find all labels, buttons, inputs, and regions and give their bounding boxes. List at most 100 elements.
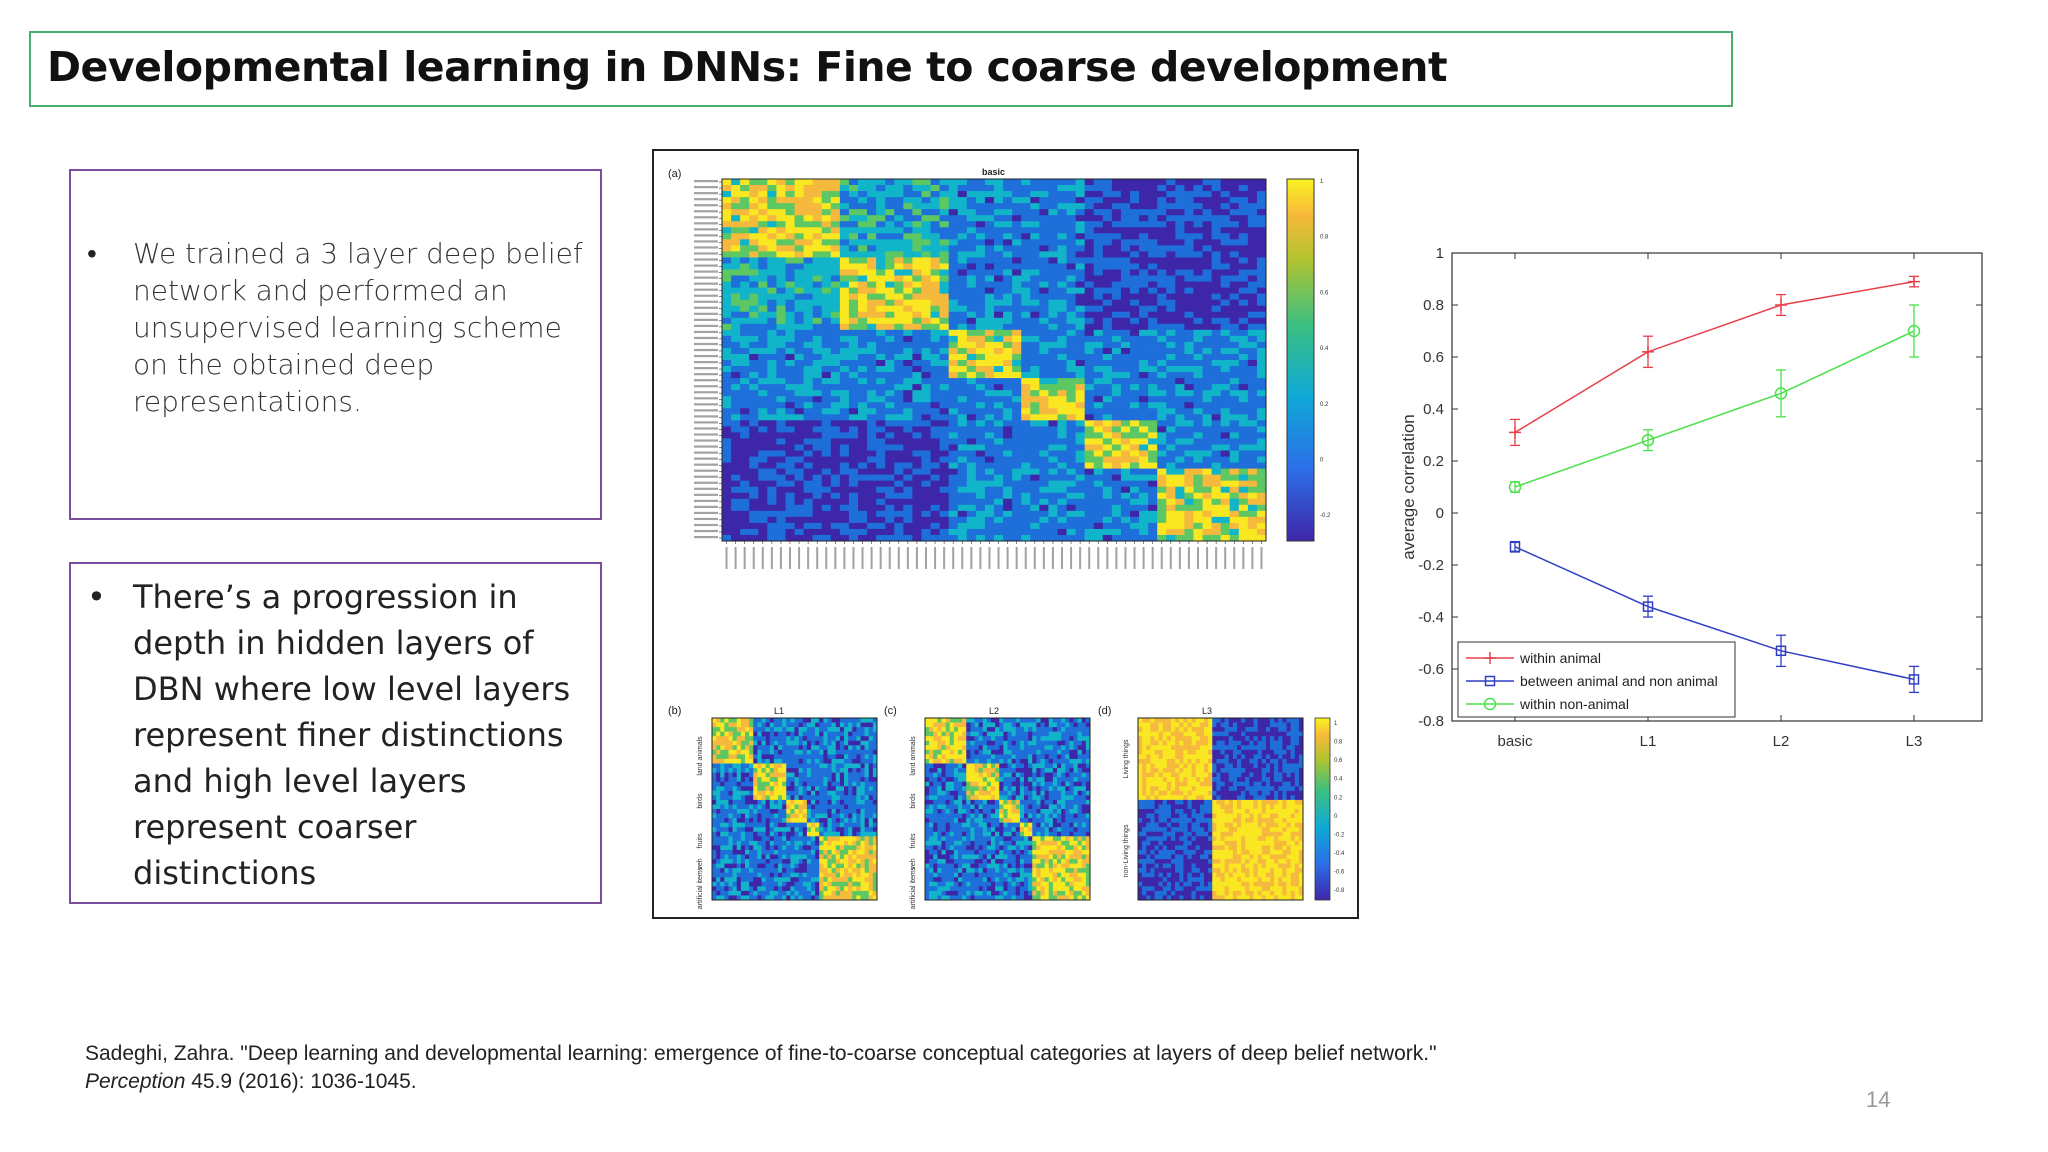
heatmap-cell [767,372,777,379]
heatmap-cell [1148,468,1158,476]
heatmap-cell [848,311,859,319]
heatmap-cell [912,516,922,524]
small-heatmap-cell [844,831,849,837]
heatmap-cell [1075,420,1086,427]
small-heatmap-cell [856,763,861,769]
heatmap-cell [994,498,1004,506]
heatmap-cell [876,450,886,457]
small-heatmap-cell [811,727,816,732]
heatmap-cell [1220,468,1231,476]
heatmap-cell [957,209,968,216]
heatmap-cell [948,275,959,282]
heatmap-cell [1238,504,1249,512]
bullet-box-1: • We trained a 3 layer deep belief netwo… [69,169,602,520]
heatmap-cell [1120,353,1131,361]
heatmap-cell [1093,480,1104,488]
small-heatmap-cell [798,781,804,787]
col-label-mark [934,547,937,569]
heatmap-cell [885,269,895,276]
heatmap-cell [803,281,814,288]
heatmap-cell [1148,474,1158,482]
heatmap-cell [749,498,759,506]
heatmap-cell [785,372,795,379]
small-heatmap-cell [745,813,750,819]
heatmap-cell [749,275,759,282]
heatmap-cell [1021,384,1031,391]
small-heatmap-cell [823,718,828,723]
heatmap-cell [1057,468,1067,476]
heatmap-cell [1066,432,1076,439]
heatmap-cell [1111,402,1122,409]
small-heatmap-cell [728,840,733,846]
heatmap-cell [1229,384,1240,391]
heatmap-cell [1202,456,1212,463]
heatmap-cell [1256,275,1267,282]
heatmap-cell [821,239,832,246]
heatmap-cell [1211,299,1222,307]
heatmap-cell [1220,408,1231,415]
heatmap-cell [984,528,995,536]
small-heatmap-cell [827,831,832,837]
heatmap-cell [830,468,841,476]
heatmap-cell [785,293,795,301]
heatmap-cell [1021,450,1031,457]
small-heatmap-cell [724,836,729,842]
heatmap-cell [1030,498,1040,506]
heatmap-cell [1175,233,1185,240]
heatmap-cell [1030,384,1040,391]
heatmap-cell [1247,528,1258,536]
heatmap-cell [1066,498,1076,506]
heatmap-cell [921,522,931,530]
heatmap-cell [821,251,832,258]
heatmap-cell [903,179,913,186]
heatmap-cell [1193,215,1203,222]
heatmap-cell [767,179,777,186]
heatmap-cell [858,474,868,482]
heatmap-cell [1247,510,1258,518]
heatmap-cell [1148,360,1158,367]
heatmap-cell [948,366,959,373]
heatmap-cell [1130,323,1140,331]
heatmap-cell [948,251,959,258]
small-heatmap-cell [798,718,804,723]
heatmap-cell [957,462,968,469]
heatmap-cell [740,534,750,542]
heatmap-cell [1193,408,1203,415]
heatmap-cell [785,444,795,451]
heatmap-cell [1238,329,1249,337]
heatmap-cell [812,275,823,282]
heatmap-cell [830,450,841,457]
heatmap-cell [912,209,922,216]
heatmap-cell [722,360,732,367]
heatmap-cell [848,468,859,476]
heatmap-cell [1039,341,1049,349]
row-label-mark [694,186,718,189]
heatmap-cell [912,432,922,439]
heatmap-cell [1021,516,1031,524]
small-heatmap-cell [773,736,779,742]
heatmap-cell [803,251,814,258]
heatmap-cell [1021,534,1031,542]
heatmap-cell [767,233,777,240]
heatmap-cell [722,227,732,234]
heatmap-cell [867,408,877,415]
heatmap-cell [894,353,904,361]
heatmap-cell [984,353,995,361]
small-heatmap-cell [819,786,824,792]
heatmap-cell [1202,450,1212,457]
heatmap-cell [785,215,795,222]
heatmap-cell [885,239,895,246]
heatmap-cell [1220,287,1231,295]
heatmap-cell [1066,239,1076,246]
heatmap-cell [912,287,922,295]
small-heatmap-cell [811,799,816,805]
heatmap-cell [1256,510,1267,518]
heatmap-cell [912,534,922,542]
heatmap-cell [821,215,832,222]
small-heatmap-cell [819,822,824,828]
heatmap-cell [776,462,786,469]
small-heatmap-cell [732,822,738,828]
heatmap-cell [1157,227,1167,234]
heatmap-cell [785,221,795,228]
heatmap-cell [1003,311,1013,319]
